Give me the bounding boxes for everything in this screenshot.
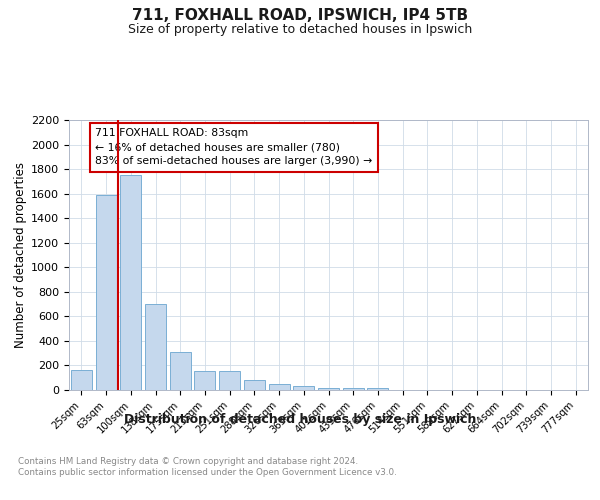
Bar [318, 388, 339, 390]
Bar [367, 388, 388, 390]
Bar [293, 386, 314, 390]
Bar [170, 352, 191, 390]
Y-axis label: Number of detached properties: Number of detached properties [14, 162, 27, 348]
Text: Contains HM Land Registry data © Crown copyright and database right 2024.
Contai: Contains HM Land Registry data © Crown c… [18, 458, 397, 477]
Text: Size of property relative to detached houses in Ipswich: Size of property relative to detached ho… [128, 22, 472, 36]
Bar [194, 371, 215, 390]
Bar [244, 380, 265, 390]
Bar [145, 304, 166, 390]
Bar [71, 370, 92, 390]
Bar [95, 195, 116, 390]
Bar [120, 175, 141, 390]
Bar [219, 371, 240, 390]
Bar [269, 384, 290, 390]
Bar [343, 388, 364, 390]
Text: Distribution of detached houses by size in Ipswich: Distribution of detached houses by size … [124, 412, 476, 426]
Text: 711 FOXHALL ROAD: 83sqm
← 16% of detached houses are smaller (780)
83% of semi-d: 711 FOXHALL ROAD: 83sqm ← 16% of detache… [95, 128, 372, 166]
Text: 711, FOXHALL ROAD, IPSWICH, IP4 5TB: 711, FOXHALL ROAD, IPSWICH, IP4 5TB [132, 8, 468, 22]
